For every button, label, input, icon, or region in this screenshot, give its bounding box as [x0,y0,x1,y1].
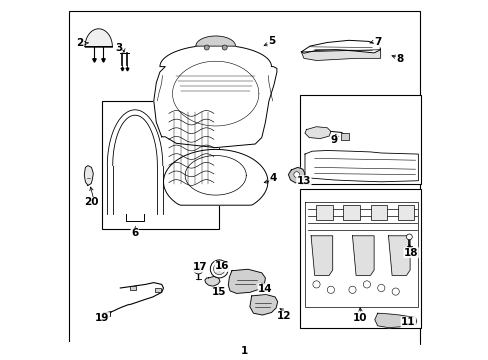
Text: 2: 2 [76,38,83,48]
Bar [155,288,161,292]
Text: 12: 12 [276,311,291,321]
Circle shape [293,172,299,177]
Circle shape [196,267,201,272]
Polygon shape [85,29,112,47]
Text: 9: 9 [330,135,337,145]
Circle shape [406,234,411,240]
Polygon shape [310,236,332,275]
Polygon shape [204,276,220,286]
Bar [340,133,348,140]
Text: 18: 18 [403,248,418,258]
Bar [343,205,359,220]
Text: 16: 16 [215,261,229,271]
Bar [370,205,386,220]
Polygon shape [387,236,409,275]
Circle shape [377,284,384,292]
Text: 14: 14 [258,284,272,294]
Circle shape [222,45,227,50]
Text: 8: 8 [396,54,403,64]
Text: 1: 1 [241,346,247,356]
Polygon shape [196,36,235,46]
Bar [300,189,420,328]
Circle shape [193,265,203,274]
Polygon shape [352,236,373,275]
Polygon shape [163,149,267,205]
Circle shape [348,286,355,293]
Circle shape [326,286,334,293]
Text: 7: 7 [373,37,381,47]
Text: 4: 4 [269,173,276,183]
Bar [130,286,136,290]
Text: 3: 3 [115,42,122,53]
Bar [300,95,420,184]
Circle shape [363,281,370,288]
Circle shape [213,263,224,275]
Circle shape [204,45,209,50]
Bar [316,205,332,220]
Polygon shape [374,313,416,328]
Polygon shape [305,150,418,182]
Text: 17: 17 [193,262,207,272]
Text: 19: 19 [95,312,109,323]
Polygon shape [288,167,305,183]
Text: 5: 5 [267,36,275,46]
Polygon shape [249,294,277,315]
Polygon shape [228,269,265,293]
Text: 15: 15 [212,287,226,297]
Circle shape [391,288,399,295]
Circle shape [312,281,320,288]
Bar [102,101,219,229]
Polygon shape [301,40,380,53]
Polygon shape [153,45,276,148]
Bar [397,205,413,220]
Text: 13: 13 [296,176,310,186]
Polygon shape [305,127,330,139]
Circle shape [216,266,222,271]
Text: 20: 20 [84,197,99,207]
Polygon shape [84,166,93,185]
Text: 11: 11 [400,317,415,327]
Polygon shape [301,50,380,60]
Text: 10: 10 [352,312,366,323]
Circle shape [210,260,228,278]
Bar [103,312,110,316]
Bar [69,342,419,356]
Text: 6: 6 [131,228,138,238]
